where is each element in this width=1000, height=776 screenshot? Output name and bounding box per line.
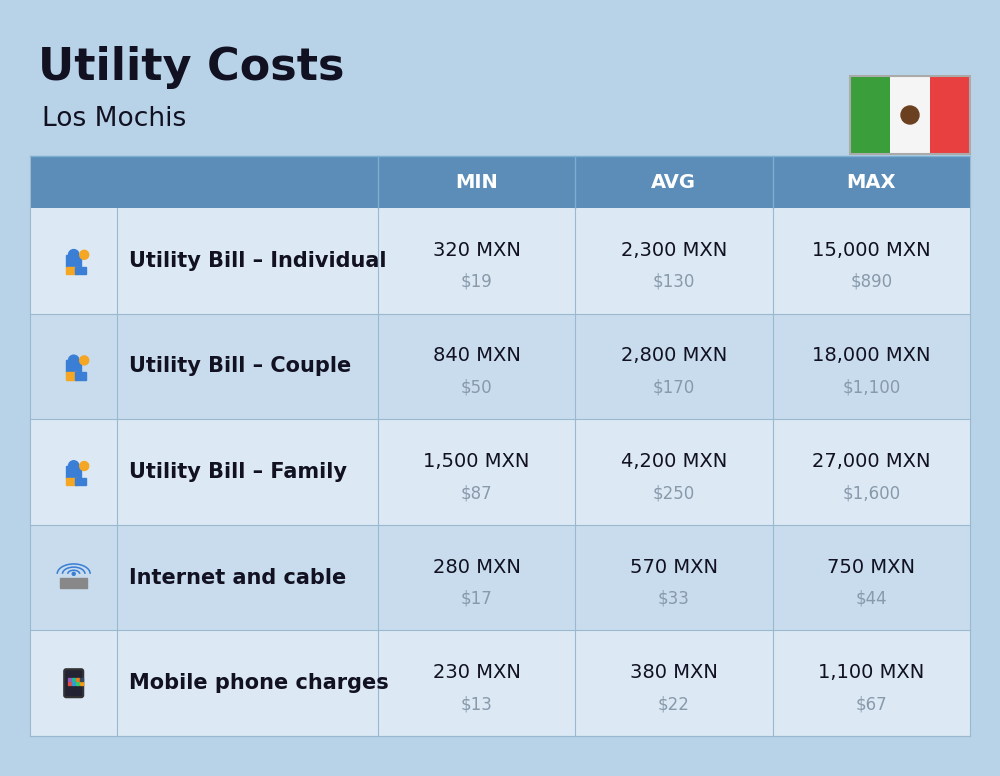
Text: 1,100 MXN: 1,100 MXN [818,663,924,682]
Bar [30,419,970,525]
Bar [66,372,77,380]
Text: 2,300 MXN: 2,300 MXN [621,241,727,260]
Bar [75,372,86,380]
Text: Utility Bill – Couple: Utility Bill – Couple [129,356,352,376]
Text: 570 MXN: 570 MXN [630,557,718,577]
Text: $1,600: $1,600 [842,484,900,502]
Text: MAX: MAX [847,172,896,192]
Bar [30,314,970,419]
Bar [72,681,75,684]
Text: Utility Costs: Utility Costs [38,46,344,89]
Text: $250: $250 [653,484,695,502]
Bar [850,76,890,154]
Circle shape [80,251,89,259]
Text: $50: $50 [461,379,492,397]
Bar [890,76,930,154]
Circle shape [72,573,75,575]
Circle shape [80,462,89,470]
Circle shape [901,106,919,124]
Text: Internet and cable: Internet and cable [129,567,347,587]
FancyBboxPatch shape [64,669,83,697]
Text: $890: $890 [850,273,892,291]
Text: Utility Bill – Family: Utility Bill – Family [129,462,347,482]
Text: 18,000 MXN: 18,000 MXN [812,346,931,365]
Bar [66,466,81,478]
Bar [30,525,970,630]
Text: AVG: AVG [651,172,696,192]
Text: $22: $22 [658,695,690,713]
Text: $130: $130 [653,273,695,291]
Text: 2,800 MXN: 2,800 MXN [621,346,727,365]
Bar [68,678,71,681]
Bar [76,681,79,684]
Bar [68,681,71,684]
Text: 1,500 MXN: 1,500 MXN [423,452,530,471]
Bar [72,678,75,681]
Text: Utility Bill – Individual: Utility Bill – Individual [129,251,387,271]
Text: 320 MXN: 320 MXN [433,241,520,260]
Text: Mobile phone charges: Mobile phone charges [129,674,389,693]
Text: 15,000 MXN: 15,000 MXN [812,241,931,260]
Text: $19: $19 [461,273,492,291]
Bar [66,360,81,372]
Bar [66,478,77,486]
Text: $67: $67 [855,695,887,713]
Text: 840 MXN: 840 MXN [433,346,520,365]
Bar [80,681,83,684]
Text: 4,200 MXN: 4,200 MXN [621,452,727,471]
Text: 230 MXN: 230 MXN [433,663,520,682]
Text: MIN: MIN [455,172,498,192]
Text: $13: $13 [461,695,492,713]
Text: 280 MXN: 280 MXN [433,557,520,577]
Bar [80,678,83,681]
Bar [66,255,81,267]
Bar [30,208,970,314]
Circle shape [68,250,79,260]
Text: 750 MXN: 750 MXN [827,557,915,577]
Bar [930,76,970,154]
Circle shape [68,355,79,365]
Bar [30,630,970,736]
Circle shape [80,356,89,365]
Bar [75,267,86,274]
Text: $33: $33 [658,590,690,608]
Text: $170: $170 [653,379,695,397]
Text: $44: $44 [855,590,887,608]
Bar [850,76,970,154]
Circle shape [68,461,79,471]
Text: $1,100: $1,100 [842,379,900,397]
Bar [30,156,970,208]
Bar [76,678,79,681]
Text: $87: $87 [461,484,492,502]
Bar [75,478,86,486]
Text: 380 MXN: 380 MXN [630,663,718,682]
Text: Los Mochis: Los Mochis [42,106,186,132]
Bar [66,267,77,274]
Text: $17: $17 [461,590,492,608]
Bar [60,577,87,588]
Text: 27,000 MXN: 27,000 MXN [812,452,931,471]
